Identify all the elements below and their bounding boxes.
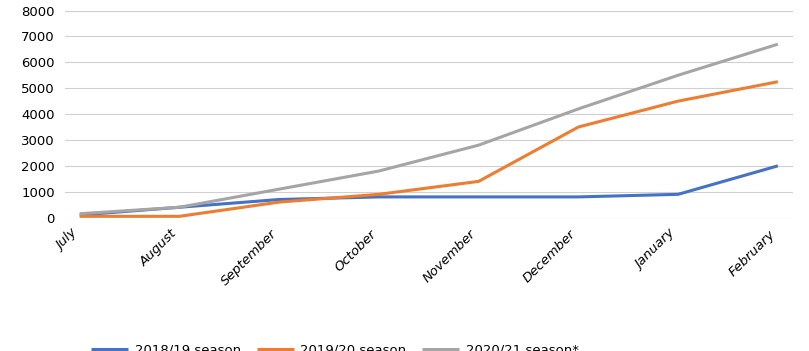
Legend: 2018/19 season, 2019/20 season, 2020/21 season*: 2018/19 season, 2019/20 season, 2020/21 … [86,338,584,351]
2018/19 season [673,192,683,197]
2018/19 season [274,197,284,201]
2019/20 season [773,80,783,84]
Line: 2018/19 season: 2018/19 season [79,166,778,215]
Line: 2020/21 season*: 2020/21 season* [79,44,778,214]
2018/19 season [574,195,583,199]
2019/20 season [374,192,383,197]
2020/21 season* [673,73,683,77]
2018/19 season [374,195,383,199]
Line: 2019/20 season: 2019/20 season [79,82,778,216]
2019/20 season [274,200,284,204]
2019/20 season [74,214,84,218]
2020/21 season* [474,143,484,147]
2019/20 season [175,214,184,218]
2020/21 season* [773,42,783,46]
2020/21 season* [374,169,383,173]
2018/19 season [74,213,84,217]
2018/19 season [773,164,783,168]
2018/19 season [474,195,484,199]
2019/20 season [574,125,583,129]
2019/20 season [474,179,484,184]
2020/21 season* [274,187,284,191]
2020/21 season* [74,212,84,216]
2020/21 season* [574,107,583,111]
2019/20 season [673,99,683,103]
2020/21 season* [175,205,184,209]
2018/19 season [175,205,184,209]
